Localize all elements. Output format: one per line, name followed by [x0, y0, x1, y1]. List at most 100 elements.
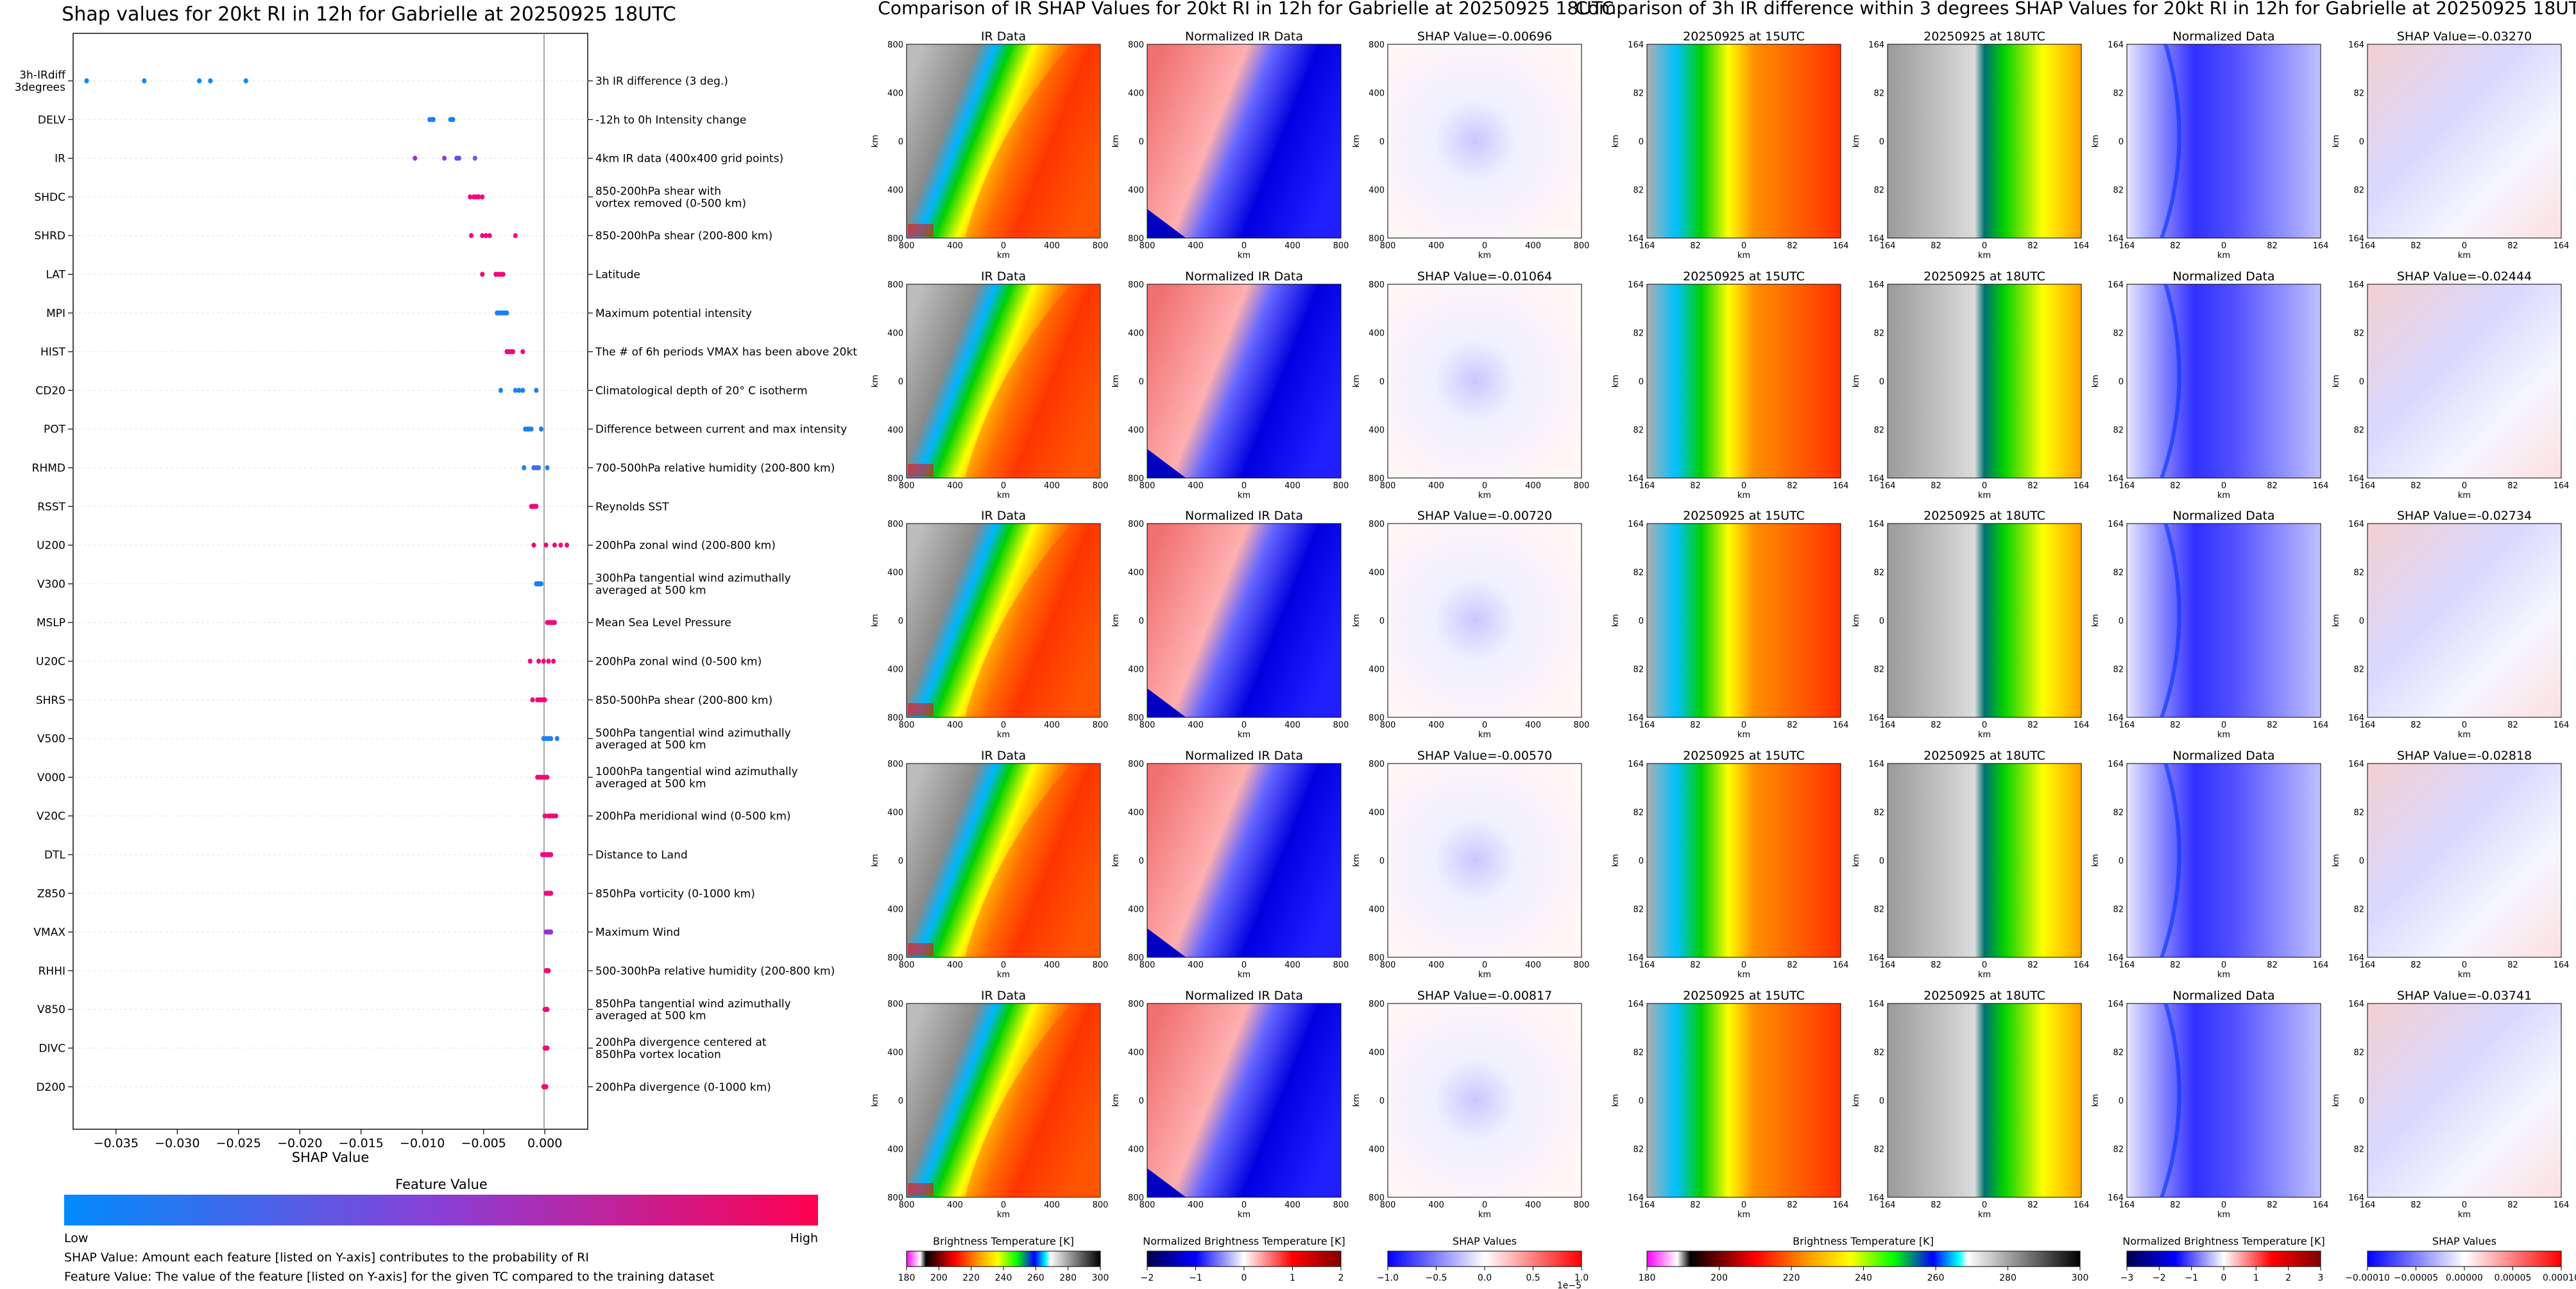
x-axis-unit: km	[1737, 970, 1750, 980]
normalized-corner-feature	[1147, 1168, 1186, 1197]
shap-point	[476, 194, 481, 200]
shap-point	[536, 465, 542, 470]
x-tick-label: 82	[2027, 241, 2038, 251]
y-tick-label: 400	[1369, 568, 1385, 578]
colorbar-tick-label: 200	[1710, 1273, 1728, 1283]
subplot-title: SHAP Value=-0.01064	[1417, 269, 1552, 284]
x-tick-label: 400	[947, 481, 963, 491]
feature-description-label: 1000hPa tangential wind azimuthally avera…	[595, 765, 798, 790]
shap-point	[529, 426, 534, 432]
y-axis-unit: km	[871, 375, 880, 388]
x-tick-label: 400	[1525, 1200, 1541, 1210]
x-tick-label: 82	[2410, 721, 2421, 730]
y-tick-label: 400	[1369, 329, 1385, 339]
y-axis-unit: km	[2332, 614, 2341, 627]
feature-code-label: DELV	[38, 114, 65, 126]
subplot-title: 20250925 at 18UTC	[1923, 509, 2045, 523]
y-tick-label: 164	[2108, 760, 2124, 769]
footnote-shap: SHAP Value: Amount each feature [listed …	[64, 1251, 589, 1265]
x-tick-label: 82	[2507, 1200, 2518, 1210]
x-axis-unit: km	[1978, 730, 1991, 740]
shap-point	[472, 155, 477, 161]
y-tick-label: 82	[2113, 665, 2124, 675]
y-tick-label: 164	[1868, 280, 1884, 290]
shap-point	[498, 388, 503, 393]
colorbar-tick-label: −1	[1189, 1273, 1202, 1283]
y-axis-unit: km	[1111, 1094, 1121, 1107]
feature-code-label: SHRD	[35, 230, 65, 243]
x-tick-label: 164	[1639, 721, 1655, 730]
feature-code-label: MPI	[46, 307, 65, 320]
y-tick-label: 164	[2348, 40, 2364, 50]
subplot-title: IR Data	[981, 989, 1026, 1003]
x-tick-label: 800	[1380, 960, 1396, 970]
y-tick-label: 0	[2119, 857, 2124, 866]
feature-code-label: D200	[36, 1081, 65, 1094]
y-axis-unit: km	[1852, 135, 1861, 148]
y-tick-label: 82	[1633, 89, 1644, 99]
y-tick-label: 82	[2113, 89, 2124, 99]
y-tick-label: 0	[1379, 617, 1385, 626]
y-tick-label: 800	[1369, 1193, 1385, 1203]
x-tick-label: 800	[1139, 1200, 1156, 1210]
x-axis-unit: km	[2458, 491, 2471, 500]
x-tick-label: 0	[1982, 1200, 1987, 1210]
y-tick-label: 400	[1128, 665, 1144, 675]
y-tick-label: 82	[1873, 89, 1884, 99]
shap-point	[546, 658, 551, 664]
y-tick-label: 400	[1369, 89, 1385, 99]
y-tick-label: 0	[2359, 377, 2364, 387]
y-tick-label: 82	[1633, 905, 1644, 915]
shap-point	[545, 1045, 550, 1051]
x-tick-label: 164	[2554, 241, 2570, 251]
y-axis-unit: km	[1111, 375, 1121, 388]
subplot-title: SHAP Value=-0.02734	[2397, 509, 2532, 523]
x-tick-label: 82	[2170, 721, 2181, 730]
y-tick-label: 800	[1128, 234, 1144, 244]
y-tick-label: 164	[2108, 234, 2124, 244]
y-tick-label: 164	[1868, 760, 1884, 769]
shap-point	[480, 233, 485, 239]
y-tick-label: 800	[887, 1000, 903, 1009]
diff-shap-colorbar-label: SHAP Values	[2432, 1235, 2496, 1247]
subplot-title: 20250925 at 15UTC	[1683, 30, 1805, 44]
colorbar-tick-label: 300	[1092, 1273, 1109, 1283]
x-tick-label: 0	[1482, 1200, 1487, 1210]
shap-point	[545, 465, 550, 470]
x-tick-label: 164	[1833, 721, 1849, 730]
ir-colorbars: Brightness Temperature [K] 180 200 220 240 2…	[898, 1235, 1589, 1289]
y-tick-label: 82	[1633, 808, 1644, 818]
colorbar-tick-label: 280	[1999, 1273, 2017, 1283]
x-axis-unit: km	[997, 251, 1010, 260]
y-tick-label: 400	[1369, 426, 1385, 436]
feature-description-label: 4km IR data (400x400 grid points)	[595, 153, 783, 166]
subplot-title: 20250925 at 18UTC	[1923, 749, 2045, 763]
y-tick-label: 164	[1628, 280, 1644, 290]
subplot-title: Normalized Data	[2172, 509, 2274, 523]
diff-brightness-colorbar-label: Brightness Temperature [K]	[1793, 1235, 1934, 1247]
y-tick-label: 0	[898, 857, 903, 866]
x-axis-unit: km	[1737, 491, 1750, 500]
feature-gridlines	[73, 80, 588, 1088]
x-tick-label: 164	[2119, 721, 2135, 730]
feature-description-label: 200hPa divergence (0-1000 km)	[595, 1081, 771, 1094]
subplot-image	[2367, 284, 2562, 479]
y-tick-label: 164	[1868, 40, 1884, 50]
diff-colorbars: Brightness Temperature [K] 180 200 220 240 2…	[1639, 1235, 2576, 1283]
x-tick-label: 800	[1380, 721, 1396, 730]
feature-code-label: CD20	[35, 384, 65, 397]
y-axis-unit: km	[871, 854, 880, 867]
x-tick-label: 164	[2074, 481, 2090, 491]
x-tick-label: 0	[2462, 721, 2467, 730]
y-axis-unit: km	[871, 614, 880, 627]
shap-point	[553, 813, 558, 819]
shap-point	[543, 1084, 549, 1089]
x-tick-label: 0	[1001, 721, 1006, 730]
y-tick-label: 0	[898, 377, 903, 387]
y-tick-label: 164	[1868, 1000, 1884, 1009]
y-axis-unit: km	[2091, 1094, 2101, 1107]
